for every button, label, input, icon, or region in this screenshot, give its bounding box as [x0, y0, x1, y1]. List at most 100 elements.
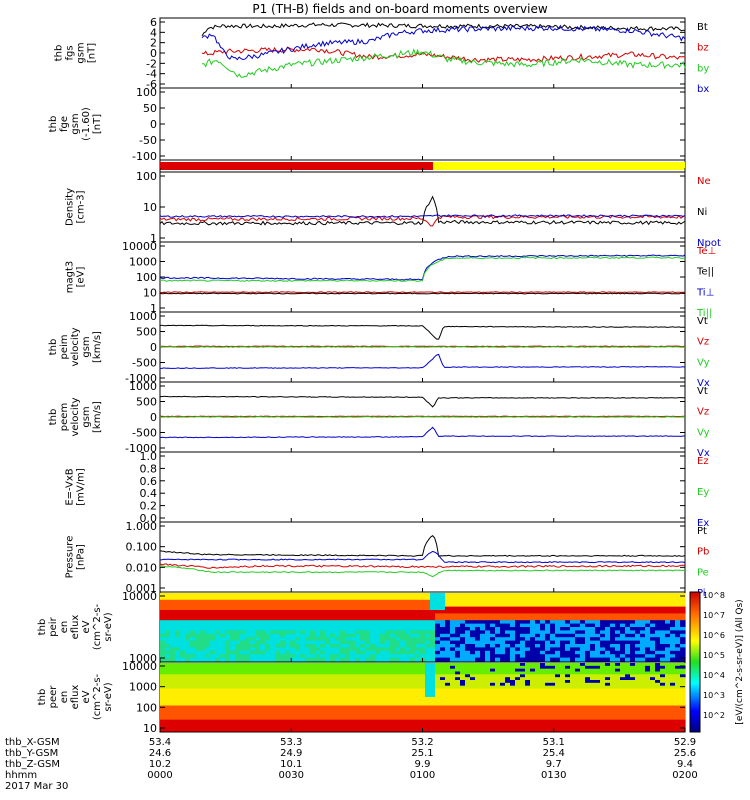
spectrogram-cell — [490, 685, 496, 690]
spectrogram-cell — [315, 644, 321, 648]
spectrogram-cell — [595, 677, 601, 681]
spectrogram-cell — [195, 722, 201, 726]
spectrogram-cell — [330, 680, 336, 684]
spectrogram-cell — [310, 680, 316, 684]
spectrogram-cell — [390, 623, 396, 628]
spectrogram-cell — [475, 671, 481, 675]
spectrogram-cell — [370, 694, 376, 698]
spectrogram-cell — [465, 699, 471, 704]
spectrogram-cell — [450, 682, 456, 687]
spectrogram-cell — [300, 668, 306, 673]
spectrogram-cell — [310, 725, 316, 729]
spectrogram-cell — [555, 599, 561, 604]
spectrogram-cell — [210, 688, 216, 692]
spectrogram-cell — [555, 719, 561, 724]
spectrogram-cell — [560, 714, 566, 718]
spectrogram-cell — [220, 596, 226, 601]
spectrogram-cell — [355, 699, 361, 704]
spectrogram-cell — [475, 674, 481, 678]
spectrogram-cell — [385, 630, 391, 635]
spectrogram-cell — [615, 677, 621, 681]
spectrogram-cell — [590, 637, 596, 642]
spectrogram-cell — [620, 716, 626, 721]
spectrogram-cell — [450, 716, 456, 721]
spectrogram-cell — [335, 647, 341, 652]
spectrogram-cell — [575, 677, 581, 681]
spectrogram-cell — [630, 650, 636, 655]
spectrogram-cell — [190, 711, 196, 715]
spectrogram-cell — [360, 680, 366, 684]
spectrogram-cell — [220, 616, 226, 621]
spectrogram-cell — [355, 719, 361, 724]
spectrogram-cell — [215, 627, 221, 631]
spectrogram-cell — [325, 620, 331, 625]
spectrogram-cell — [350, 725, 356, 729]
spectrogram-cell — [535, 623, 541, 628]
spectrogram-cell — [675, 603, 681, 608]
spectrogram-cell — [195, 613, 201, 618]
spectrogram-cell — [225, 699, 231, 704]
spectrogram-cell — [290, 685, 296, 690]
spectrogram-cell — [430, 644, 436, 648]
spectrogram-cell — [390, 610, 396, 614]
spectrogram-cell — [500, 682, 506, 687]
spectrogram-cell — [270, 722, 276, 726]
spectrogram-cell — [285, 603, 291, 608]
spectrogram-cell — [265, 702, 271, 707]
spectrogram-cell — [545, 665, 551, 670]
spectrogram-cell — [475, 596, 481, 601]
spectrogram-cell — [420, 627, 426, 631]
spectrogram-cell — [350, 640, 356, 645]
spectrogram-cell — [610, 627, 616, 631]
spectrogram-cell — [405, 711, 411, 715]
spectrogram-cell — [595, 640, 601, 645]
spectrogram-cell — [665, 694, 671, 698]
spectrogram-cell — [525, 708, 531, 712]
spectrogram-cell — [340, 671, 346, 675]
spectrogram-cell — [390, 682, 396, 687]
spectrogram-cell — [210, 606, 216, 611]
spectrogram-cell — [450, 644, 456, 648]
spectrogram-cell — [590, 702, 596, 707]
spectrogram-cell — [630, 705, 636, 709]
spectrogram-cell — [385, 708, 391, 712]
spectrogram-cell — [505, 711, 511, 715]
spectrogram-cell — [175, 722, 181, 726]
spectrogram-cell — [350, 691, 356, 695]
spectrogram-cell — [480, 682, 486, 687]
spectrogram-cell — [570, 725, 576, 729]
spectrogram-cell — [575, 671, 581, 675]
spectrogram-cell — [510, 722, 516, 726]
spectrogram-cell — [435, 688, 441, 692]
spectrogram-cell — [540, 596, 546, 601]
spectrogram-cell — [305, 606, 311, 611]
spectrogram-cell — [625, 671, 631, 675]
spectrogram-cell — [260, 697, 266, 701]
spectrogram-cell — [530, 688, 536, 692]
spectrogram-cell — [300, 663, 306, 667]
spectrogram-cell — [300, 716, 306, 721]
spectrogram-cell — [185, 644, 191, 648]
spectrogram-cell — [490, 640, 496, 645]
spectrogram-cell — [330, 699, 336, 704]
spectrogram-cell — [570, 623, 576, 628]
spectrogram-cell — [600, 603, 606, 608]
spectrogram-cell — [315, 682, 321, 687]
spectrogram-cell — [255, 627, 261, 631]
spectrogram-cell — [590, 665, 596, 670]
spectrogram-cell — [180, 623, 186, 628]
spectrogram-cell — [335, 663, 341, 667]
spectrogram-cell — [640, 610, 646, 614]
spectrogram-cell — [285, 633, 291, 638]
spectrogram-cell — [315, 616, 321, 621]
spectrogram-cell — [415, 705, 421, 709]
spectrogram-cell — [350, 603, 356, 608]
spectrogram-cell — [210, 650, 216, 655]
spectrogram-cell — [615, 671, 621, 675]
spectrogram-cell — [230, 610, 236, 614]
spectrogram-cell — [340, 708, 346, 712]
spectrogram-cell — [240, 708, 246, 712]
spectrogram-cell — [435, 650, 441, 655]
spectrogram-cell — [575, 722, 581, 726]
spectrogram-cell — [380, 716, 386, 721]
